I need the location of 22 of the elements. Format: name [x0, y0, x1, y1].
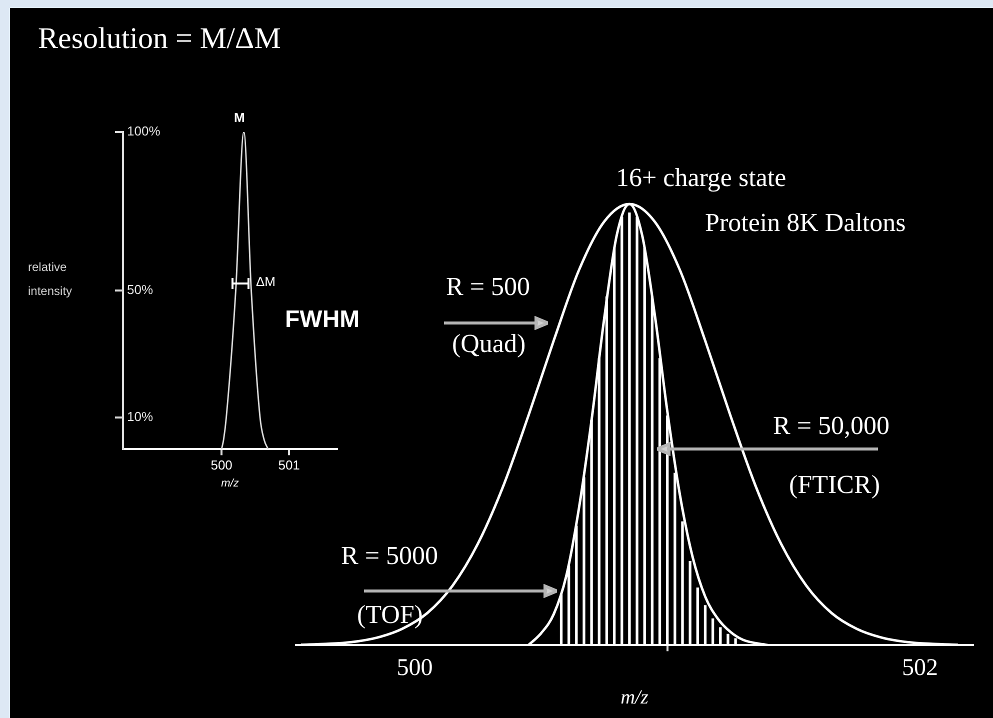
annotation: (Quad) [452, 329, 526, 359]
x-axis-title: m/z [221, 477, 240, 490]
x-tick-label: 501 [278, 458, 300, 473]
y-tick-label: 50% [127, 282, 154, 298]
annotation: R = 5000 [341, 541, 438, 571]
annotation: (TOF) [357, 600, 423, 630]
x-tick-label: 500 [210, 458, 232, 473]
annotation: R = 500 [446, 272, 530, 302]
x-tick-label: 500 [396, 654, 433, 681]
text: M [234, 110, 245, 125]
y-axis-title: relative intensity [28, 259, 74, 300]
text: 16+ charge state [616, 163, 786, 193]
chart-title: Resolution = M/ΔM [38, 22, 281, 56]
annotation: FWHM [285, 306, 360, 334]
annotation: Protein 8K Daltons [705, 208, 906, 238]
x-axis-title: m/z [620, 686, 649, 708]
annotation: ΔM [256, 274, 276, 289]
x-tick-label: 502 [902, 654, 938, 681]
y-tick-label: 100% [127, 124, 161, 139]
annotation: R = 50,000 [773, 411, 890, 441]
annotation: (FTICR) [789, 470, 880, 500]
y-tick-label: 10% [127, 409, 154, 424]
